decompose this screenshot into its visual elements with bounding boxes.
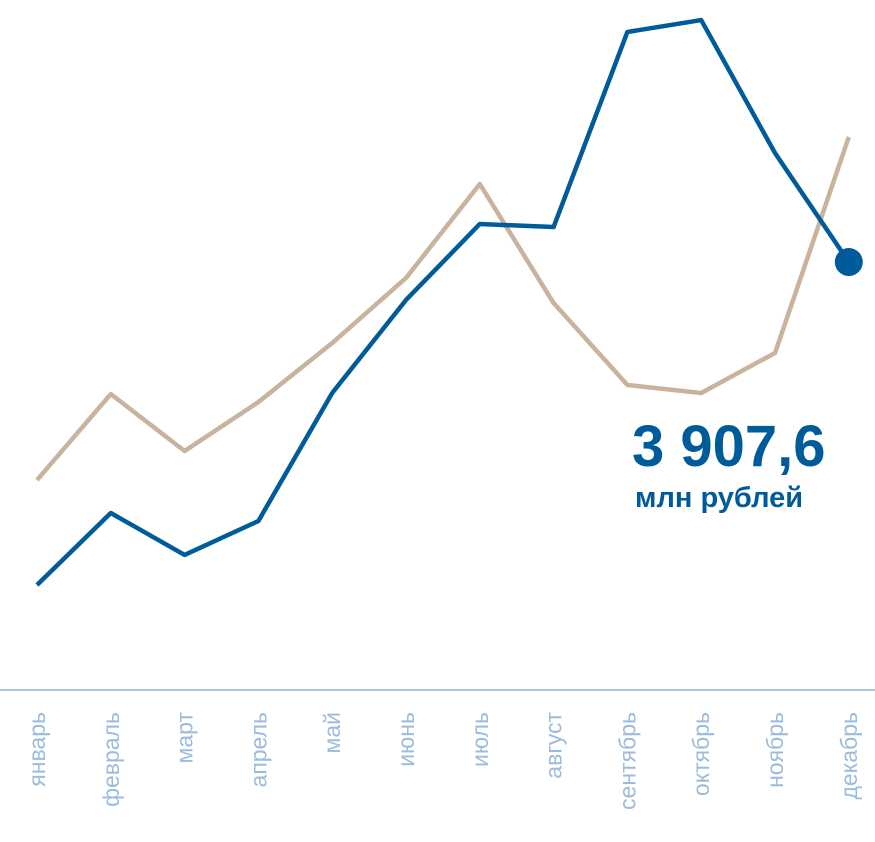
end-dot <box>834 248 863 277</box>
value-label: 3 907,6 <box>632 414 826 479</box>
x-tick-label: ноябрь <box>762 712 788 788</box>
x-tick-label: май <box>319 712 345 753</box>
x-tick-label: август <box>541 712 567 779</box>
x-tick-label: январь <box>24 712 50 787</box>
x-tick-label: октябрь <box>688 712 714 796</box>
x-tick-label: март <box>172 712 198 764</box>
series-line <box>35 17 851 587</box>
x-tick-label: сентябрь <box>614 712 640 810</box>
x-tick-label: апрель <box>245 712 271 787</box>
x-tick-label: февраль <box>98 712 124 807</box>
x-tick-label: декабрь <box>836 712 862 800</box>
unit-label: млн рублей <box>635 482 803 514</box>
x-tick-label: июнь <box>393 712 419 767</box>
series-line <box>35 136 851 482</box>
x-tick-label: июль <box>467 712 493 767</box>
